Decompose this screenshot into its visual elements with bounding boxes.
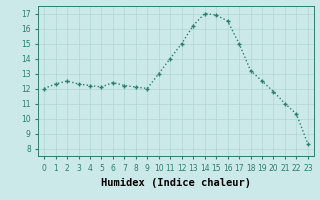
X-axis label: Humidex (Indice chaleur): Humidex (Indice chaleur): [101, 178, 251, 188]
